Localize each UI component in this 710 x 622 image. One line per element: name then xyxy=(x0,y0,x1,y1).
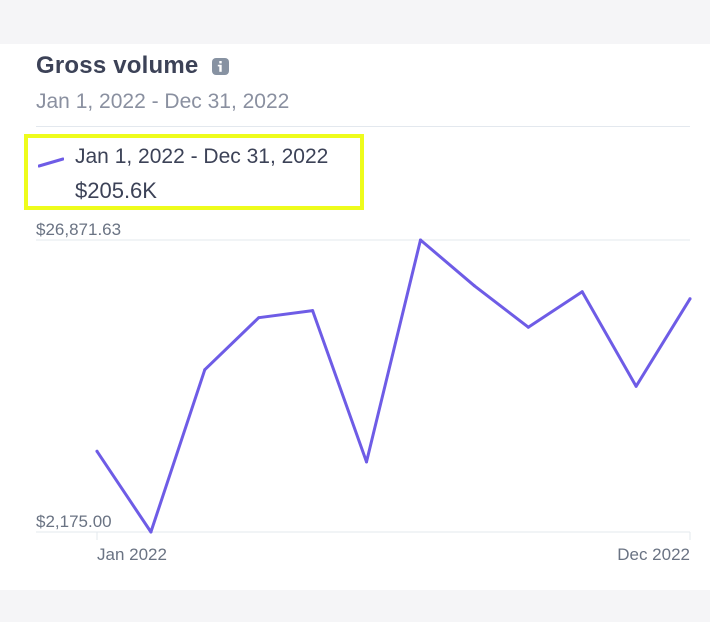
data-point-0-10 xyxy=(634,384,638,388)
data-point-0-5 xyxy=(365,460,368,464)
line-chart: $26,871.63 $2,175.00 Jan 2022 Dec 2022 xyxy=(36,220,692,564)
data-point-0-7 xyxy=(472,284,476,288)
info-icon[interactable] xyxy=(212,57,230,75)
gross-volume-card: Gross volume Jan 1, 2022 - Dec 31, 2022 … xyxy=(0,44,710,590)
x-tick-label-end: Dec 2022 xyxy=(617,545,690,564)
date-range-subtitle: Jan 1, 2022 - Dec 31, 2022 xyxy=(36,90,290,113)
x-tick-label-start: Jan 2022 xyxy=(97,545,167,564)
chart-title: Gross volume xyxy=(36,52,199,79)
data-point-0-9 xyxy=(580,290,584,294)
legend-highlight-box: Jan 1, 2022 - Dec 31, 2022 $205.6K xyxy=(24,134,364,210)
header-divider xyxy=(36,126,690,127)
y-tick-label-max: $26,871.63 xyxy=(36,220,121,239)
legend-series-swatch xyxy=(38,157,64,168)
data-point-0-6 xyxy=(419,238,422,242)
legend-total-value: $205.6K xyxy=(75,178,157,203)
data-point-0-2 xyxy=(203,368,207,372)
legend-series-label: Jan 1, 2022 - Dec 31, 2022 xyxy=(75,145,329,168)
y-tick-label-min: $2,175.00 xyxy=(36,512,112,531)
data-point-0-4 xyxy=(311,309,315,313)
data-point-0-1 xyxy=(149,530,153,534)
data-point-0-8 xyxy=(526,325,530,329)
data-point-0-11 xyxy=(688,297,692,301)
data-point-0-3 xyxy=(257,316,261,320)
series-line-0 xyxy=(95,238,692,534)
data-point-0-0 xyxy=(95,449,99,453)
title-row: Gross volume xyxy=(36,52,230,80)
